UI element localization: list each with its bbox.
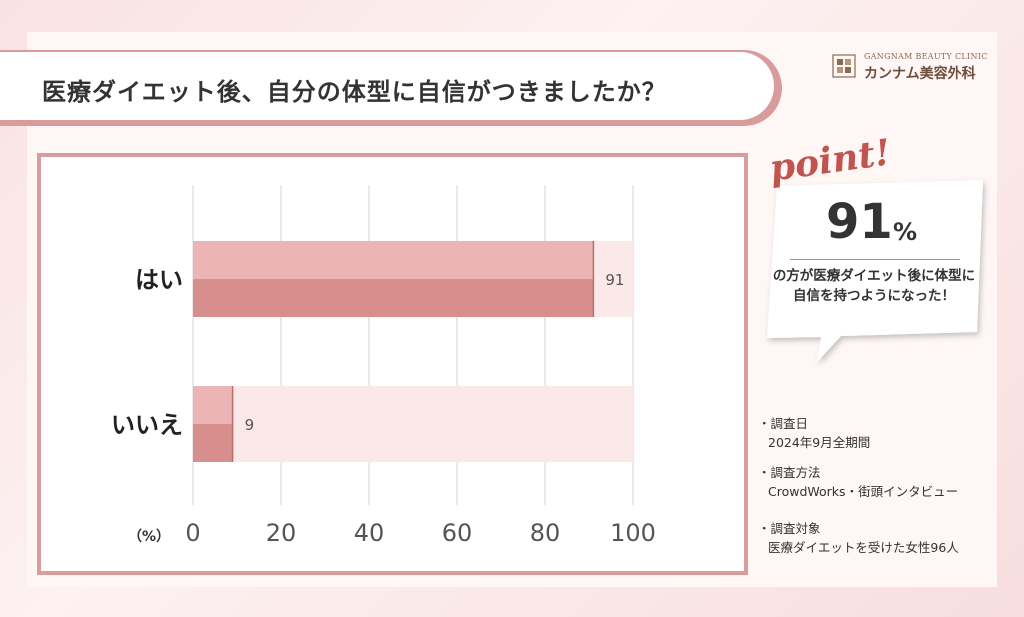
- data-label: 9: [245, 416, 255, 434]
- x-tick-label: 80: [530, 519, 561, 547]
- highlight-number: 91: [826, 194, 893, 250]
- title-bar: [0, 52, 774, 120]
- bars: [193, 241, 633, 462]
- survey-target-heading: ・調査対象: [758, 521, 821, 536]
- bar-highlight: [193, 241, 594, 279]
- highlight-unit: %: [893, 218, 918, 246]
- logo-mark-icon: [832, 54, 856, 78]
- bar-chart: 0 20 40 60 80 100 （%） 91 はい 9 いいえ: [111, 185, 656, 547]
- page-title: 医療ダイエット後、自分の体型に自信がつきましたか？: [42, 78, 667, 106]
- x-tick-label: 100: [610, 519, 656, 547]
- chart-panel: 0 20 40 60 80 100 （%） 91 はい 9 いいえ: [37, 153, 748, 575]
- survey-date-heading: ・調査日: [758, 416, 809, 431]
- logo-japanese-text: カンナム美容外科: [864, 66, 976, 82]
- bar-track: [193, 386, 633, 462]
- clinic-logo: GANGNAM BEAUTY CLINIC カンナム美容外科: [832, 52, 987, 84]
- highlight-text: の方が医療ダイエット後に体型に自信を持つようになった！: [772, 268, 976, 304]
- survey-method-heading: ・調査方法: [758, 465, 821, 480]
- survey-method-value: CrowdWorks・街頭インタビュー: [768, 484, 959, 499]
- x-tick-label: 40: [354, 519, 385, 547]
- data-label: 91: [605, 271, 624, 289]
- survey-target-value: 医療ダイエットを受けた女性96人: [768, 540, 959, 555]
- chart-labels: 0 20 40 60 80 100 （%） 91 はい 9 いいえ: [111, 266, 656, 547]
- x-tick-label: 0: [185, 519, 200, 547]
- x-tick-label: 60: [442, 519, 473, 547]
- bubble-divider: [790, 259, 960, 260]
- unit-label: （%）: [128, 529, 170, 545]
- point-speech-bubble: [767, 180, 983, 362]
- logo-english-text: GANGNAM BEAUTY CLINIC: [864, 52, 988, 61]
- x-tick-label: 20: [266, 519, 297, 547]
- survey-date-value: 2024年9月全期間: [768, 435, 871, 450]
- bar-highlight: [193, 386, 233, 424]
- category-label: いいえ: [111, 411, 183, 439]
- category-label: はい: [135, 266, 183, 294]
